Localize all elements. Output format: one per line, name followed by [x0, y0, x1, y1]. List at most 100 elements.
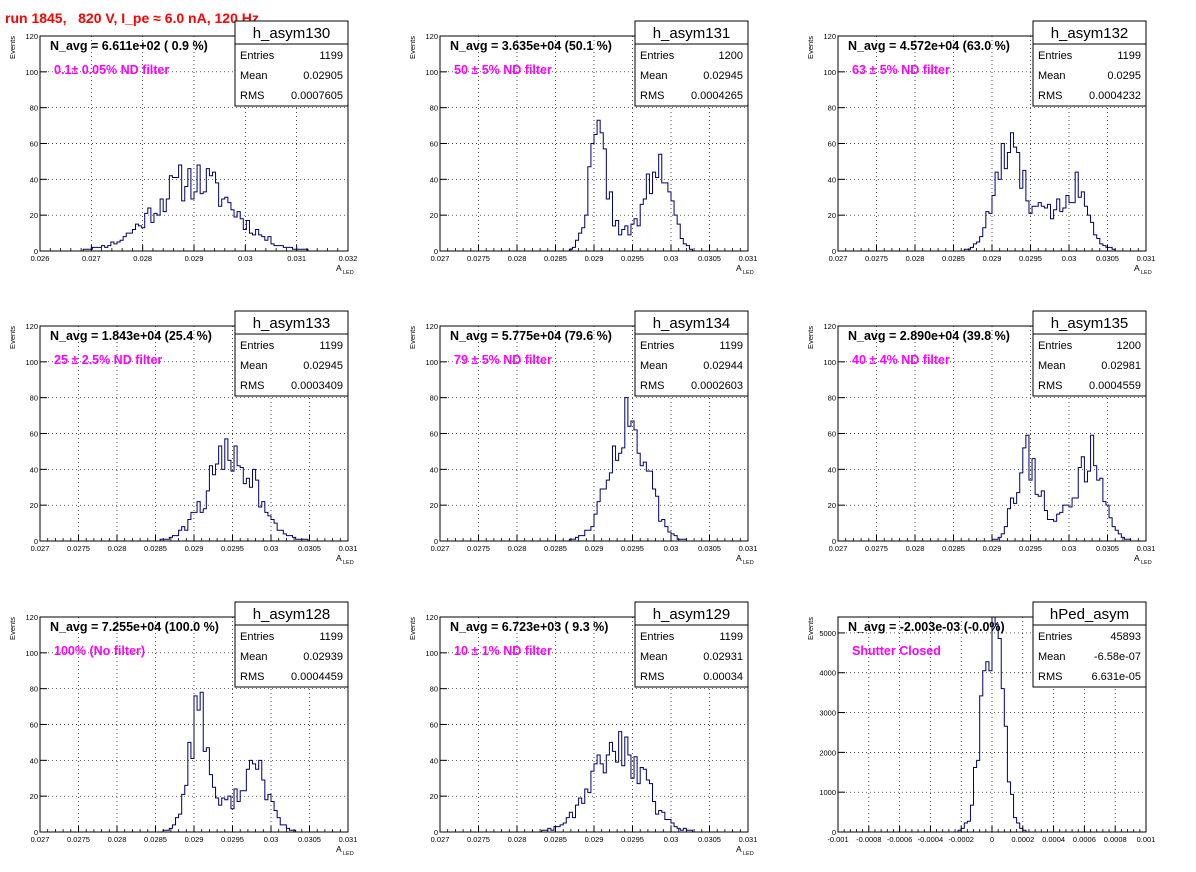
filter-annotation: 50 ± 5% ND filter [454, 63, 552, 77]
x-tick-label: 0.0295 [1019, 254, 1042, 263]
stats-label: RMS [640, 671, 664, 683]
histogram-line [440, 119, 748, 252]
x-tick-label: 0.0305 [298, 544, 321, 553]
stats-label: Entries [1038, 50, 1073, 62]
x-tick-label: 0.028 [508, 254, 527, 263]
stats-label: RMS [1038, 90, 1062, 102]
y-tick-label: 120 [823, 32, 836, 41]
y-tick-label: 80 [430, 394, 438, 403]
x-tick-label: 0.0275 [467, 254, 490, 263]
x-tick-label: 0.029 [983, 544, 1002, 553]
x-tick-label: 0.028 [906, 254, 925, 263]
x-axis-label-subscript: LED [343, 270, 354, 276]
x-tick-label: 0.0295 [621, 544, 644, 553]
filter-annotation: 0.1± 0.05% ND filter [54, 63, 169, 77]
histogram-line [838, 434, 1146, 542]
x-tick-label: -0.0006 [887, 835, 912, 844]
x-tick-label: 0.0295 [1019, 544, 1042, 553]
stats-value: 1199 [719, 631, 743, 643]
x-axis-label-subscript: LED [1141, 560, 1152, 566]
histogram-name: h_asym133 [253, 315, 331, 332]
stats-label: Mean [1038, 651, 1066, 663]
y-tick-label: 100 [425, 649, 438, 658]
y-tick-label: 40 [828, 175, 836, 184]
navg-annotation: N_avg = 4.572e+04 (63.0 %) [848, 39, 1010, 53]
navg-annotation: N_avg = 6.723e+03 ( 9.3 %) [450, 620, 608, 634]
x-tick-label: 0.028 [508, 835, 527, 844]
stats-label: Entries [240, 340, 275, 352]
navg-annotation: N_avg = 7.255e+04 (100.0 %) [50, 620, 219, 634]
filter-annotation: 100% (No filter) [54, 644, 145, 658]
x-tick-label: 0.0275 [467, 835, 490, 844]
x-tick-label: 0.0006 [1073, 835, 1096, 844]
stats-box: h_asym135 Entries 1200 Mean 0.02981 RMS 0.0004… [1032, 310, 1147, 397]
navg-annotation: N_avg = 6.611e+02 ( 0.9 %) [50, 39, 208, 53]
y-tick-label: 100 [823, 68, 836, 77]
x-tick-label: 0.03 [664, 544, 679, 553]
histogram-panel-h_asym132: 0.027 0.0275 0.028 0.0285 0.029 0.0295 0.03 0.0… [806, 20, 1155, 276]
x-tick-label: 0.03 [264, 544, 279, 553]
x-tick-label: 0.028 [906, 544, 925, 553]
y-tick-label: 60 [828, 430, 836, 439]
histogram-line [40, 691, 348, 833]
y-tick-label: 100 [25, 358, 38, 367]
stats-value: 0.0004459 [291, 671, 343, 683]
y-tick-label: 0 [34, 537, 38, 546]
x-tick-label: 0.0305 [698, 544, 721, 553]
x-tick-label: 0.027 [829, 544, 848, 553]
y-tick-label: 120 [425, 613, 438, 622]
histogram-panel-h_asym131: 0.027 0.0275 0.028 0.0285 0.029 0.0295 0.03 0.0… [408, 20, 757, 276]
x-tick-label: 0.029 [185, 254, 204, 263]
stats-label: Mean [640, 360, 668, 372]
x-tick-label: 0.0002 [1011, 835, 1034, 844]
stats-label: RMS [1038, 380, 1062, 392]
stats-value: 0.0004232 [1089, 90, 1141, 102]
y-tick-label: 80 [430, 685, 438, 694]
stats-value: 0.0004559 [1089, 380, 1141, 392]
y-tick-label: 5000 [819, 629, 836, 638]
x-tick-label: 0.029 [585, 835, 604, 844]
y-tick-label: 0 [832, 247, 836, 256]
x-tick-label: 0.0275 [865, 544, 888, 553]
y-tick-label: 80 [30, 685, 38, 694]
stats-label: RMS [240, 90, 264, 102]
y-tick-label: 100 [25, 649, 38, 658]
y-tick-label: 0 [434, 537, 438, 546]
y-tick-label: 0 [34, 828, 38, 837]
histogram-line [838, 132, 1146, 252]
y-tick-label: 20 [30, 501, 38, 510]
x-tick-label: 0.0305 [698, 254, 721, 263]
x-axis-label-subscript: LED [743, 560, 754, 566]
x-tick-label: 0.03 [1062, 544, 1077, 553]
y-tick-label: 40 [30, 175, 38, 184]
stats-value: 1199 [319, 340, 343, 352]
x-tick-label: 0.028 [108, 835, 127, 844]
x-tick-label: 0.0295 [221, 544, 244, 553]
x-tick-label: 0.028 [508, 544, 527, 553]
stats-box-frame [1032, 601, 1147, 688]
stats-label: Entries [1038, 631, 1073, 643]
navg-annotation: N_avg = -2.003e-03 (-0.0%) [848, 620, 1005, 634]
y-tick-label: 40 [30, 756, 38, 765]
stats-value: 0.02931 [703, 651, 743, 663]
x-tick-label: 0.0295 [621, 254, 644, 263]
stats-box-frame [234, 310, 349, 397]
y-tick-label: 60 [430, 430, 438, 439]
stats-box: h_asym128 Entries 1199 Mean 0.02939 RMS 0.0004… [234, 601, 349, 688]
y-tick-label: 60 [430, 721, 438, 730]
y-tick-label: 20 [430, 792, 438, 801]
stats-label: RMS [640, 90, 664, 102]
stats-value: 0.02944 [703, 360, 743, 372]
stats-box-frame [634, 601, 749, 688]
x-tick-label: 0.0004 [1042, 835, 1065, 844]
y-tick-label: 40 [828, 465, 836, 474]
y-tick-label: 80 [828, 104, 836, 113]
navg-annotation: N_avg = 5.775e+04 (79.6 %) [450, 329, 612, 343]
stats-value: 0.0004265 [691, 90, 743, 102]
x-tick-label: 0.028 [133, 254, 152, 263]
histogram-name: hPed_asym [1050, 606, 1129, 623]
stats-box-frame [634, 310, 749, 397]
stats-box: h_asym133 Entries 1199 Mean 0.02945 RMS 0.0003… [234, 310, 349, 397]
y-tick-label: 100 [823, 358, 836, 367]
histogram-name: h_asym129 [653, 606, 731, 623]
